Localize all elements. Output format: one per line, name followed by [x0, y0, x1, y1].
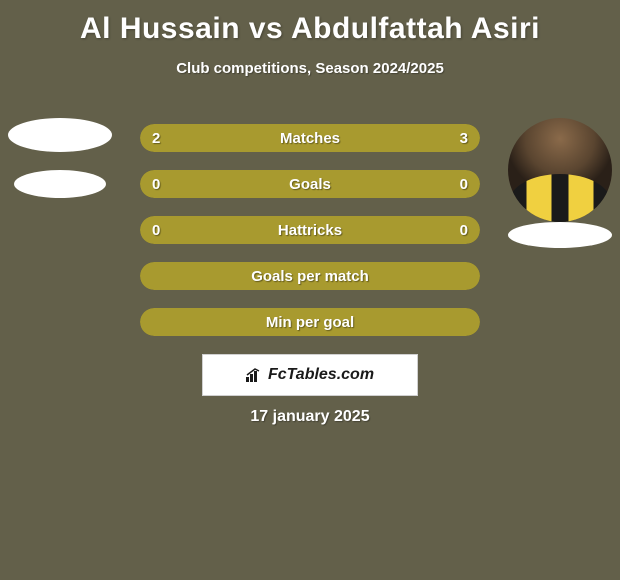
date-text: 17 january 2025 [0, 408, 620, 426]
page-title: Al Hussain vs Abdulfattah Asiri [0, 0, 620, 46]
stat-bar: Goals per match [140, 262, 480, 290]
player-right-panel [508, 118, 612, 266]
bar-value-right: 0 [460, 170, 468, 198]
bar-label: Matches [140, 124, 480, 152]
player-right-jersey [508, 174, 612, 222]
bar-value-right: 0 [460, 216, 468, 244]
comparison-bars: Matches23Goals00Hattricks00Goals per mat… [140, 124, 480, 354]
player-right-name-placeholder [508, 222, 612, 248]
stat-bar: Goals0 0 [140, 170, 480, 198]
page-subtitle: Club competitions, Season 2024/2025 [0, 60, 620, 77]
bar-value-left: 0 [152, 170, 160, 198]
bar-label: Goals per match [140, 262, 480, 290]
bar-label: Goals [140, 170, 480, 198]
player-left-name-placeholder [14, 170, 106, 198]
stat-bar: Matches2 3 [140, 124, 480, 152]
bar-value-left: 0 [152, 216, 160, 244]
branding-box: FcTables.com [202, 354, 418, 396]
chart-icon [246, 368, 264, 382]
stat-bar: Hattricks0 0 [140, 216, 480, 244]
player-left-avatar-placeholder [8, 118, 112, 152]
stat-bar: Min per goal [140, 308, 480, 336]
player-right-avatar [508, 118, 612, 222]
bar-label: Hattricks [140, 216, 480, 244]
bar-value-right: 3 [460, 124, 468, 152]
branding-text: FcTables.com [268, 366, 374, 384]
player-left-panel [8, 118, 112, 216]
bar-value-left: 2 [152, 124, 160, 152]
bar-label: Min per goal [140, 308, 480, 336]
